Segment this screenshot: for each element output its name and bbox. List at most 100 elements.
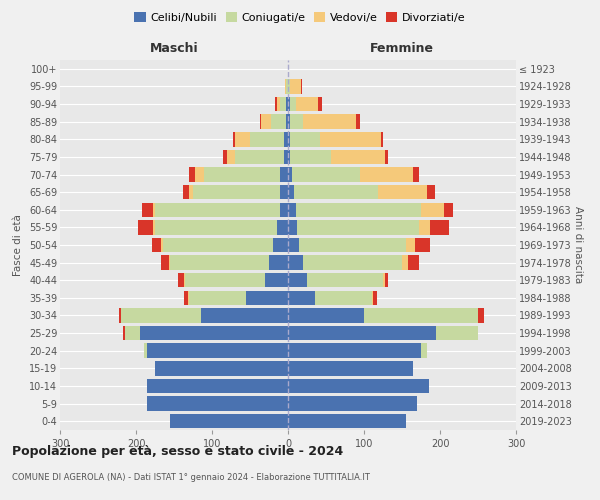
- Bar: [235, 150, 284, 164]
- Bar: [161, 238, 163, 252]
- Bar: [383, 273, 385, 287]
- Bar: [178, 273, 184, 287]
- Bar: [288, 256, 303, 270]
- Bar: [402, 256, 408, 270]
- Bar: [227, 150, 235, 164]
- Bar: [154, 220, 155, 234]
- Bar: [296, 97, 319, 112]
- Bar: [288, 308, 364, 322]
- Bar: [148, 344, 288, 358]
- Bar: [280, 202, 288, 217]
- Y-axis label: Anni di nascita: Anni di nascita: [573, 206, 583, 284]
- Bar: [195, 168, 205, 181]
- Bar: [406, 238, 415, 252]
- Bar: [360, 168, 413, 181]
- Bar: [288, 168, 292, 181]
- Bar: [288, 326, 436, 340]
- Legend: Celibi/Nubili, Coniugati/e, Vedovi/e, Divorziati/e: Celibi/Nubili, Coniugati/e, Vedovi/e, Di…: [130, 8, 470, 28]
- Bar: [163, 238, 273, 252]
- Bar: [142, 202, 154, 217]
- Bar: [288, 238, 299, 252]
- Bar: [235, 132, 250, 146]
- Bar: [288, 414, 406, 428]
- Bar: [288, 185, 294, 200]
- Bar: [421, 344, 427, 358]
- Bar: [290, 79, 301, 94]
- Bar: [148, 378, 288, 393]
- Bar: [193, 185, 280, 200]
- Bar: [288, 132, 290, 146]
- Bar: [188, 290, 189, 305]
- Bar: [200, 308, 288, 322]
- Bar: [280, 97, 286, 112]
- Bar: [250, 132, 284, 146]
- Bar: [303, 256, 402, 270]
- Bar: [303, 114, 356, 129]
- Text: COMUNE DI AGEROLA (NA) - Dati ISTAT 1° gennaio 2024 - Elaborazione TUTTITALIA.IT: COMUNE DI AGEROLA (NA) - Dati ISTAT 1° g…: [12, 472, 370, 482]
- Bar: [277, 97, 280, 112]
- Bar: [444, 202, 453, 217]
- Text: Popolazione per età, sesso e stato civile - 2024: Popolazione per età, sesso e stato civil…: [12, 445, 343, 458]
- Y-axis label: Fasce di età: Fasce di età: [13, 214, 23, 276]
- Bar: [427, 185, 434, 200]
- Bar: [385, 150, 388, 164]
- Bar: [205, 168, 280, 181]
- Bar: [385, 273, 388, 287]
- Bar: [288, 220, 297, 234]
- Bar: [262, 114, 271, 129]
- Bar: [356, 114, 360, 129]
- Bar: [154, 202, 155, 217]
- Bar: [155, 361, 288, 376]
- Bar: [152, 238, 161, 252]
- Bar: [413, 168, 419, 181]
- Bar: [288, 114, 290, 129]
- Bar: [373, 290, 377, 305]
- Bar: [430, 220, 449, 234]
- Bar: [307, 273, 383, 287]
- Bar: [170, 256, 269, 270]
- Bar: [331, 150, 385, 164]
- Bar: [155, 202, 280, 217]
- Bar: [301, 79, 302, 94]
- Bar: [140, 326, 288, 340]
- Bar: [288, 273, 307, 287]
- Bar: [290, 150, 331, 164]
- Bar: [288, 150, 290, 164]
- Bar: [271, 114, 286, 129]
- Bar: [277, 220, 288, 234]
- Bar: [294, 185, 377, 200]
- Bar: [288, 202, 296, 217]
- Bar: [284, 132, 288, 146]
- Bar: [292, 168, 360, 181]
- Bar: [288, 396, 417, 411]
- Bar: [290, 132, 320, 146]
- Text: Maschi: Maschi: [149, 42, 199, 54]
- Bar: [155, 220, 277, 234]
- Bar: [275, 97, 277, 112]
- Bar: [314, 290, 371, 305]
- Bar: [269, 256, 288, 270]
- Bar: [288, 361, 413, 376]
- Bar: [183, 185, 189, 200]
- Bar: [184, 290, 188, 305]
- Bar: [189, 290, 246, 305]
- Bar: [161, 256, 169, 270]
- Bar: [290, 97, 296, 112]
- Text: Femmine: Femmine: [370, 42, 434, 54]
- Bar: [377, 185, 427, 200]
- Bar: [148, 396, 288, 411]
- Bar: [436, 326, 478, 340]
- Bar: [320, 132, 381, 146]
- Bar: [288, 290, 314, 305]
- Bar: [138, 220, 154, 234]
- Bar: [364, 308, 478, 322]
- Bar: [284, 150, 288, 164]
- Bar: [184, 273, 185, 287]
- Bar: [288, 378, 428, 393]
- Bar: [280, 185, 288, 200]
- Bar: [288, 344, 421, 358]
- Bar: [285, 79, 286, 94]
- Bar: [143, 344, 148, 358]
- Bar: [408, 256, 419, 270]
- Bar: [170, 414, 288, 428]
